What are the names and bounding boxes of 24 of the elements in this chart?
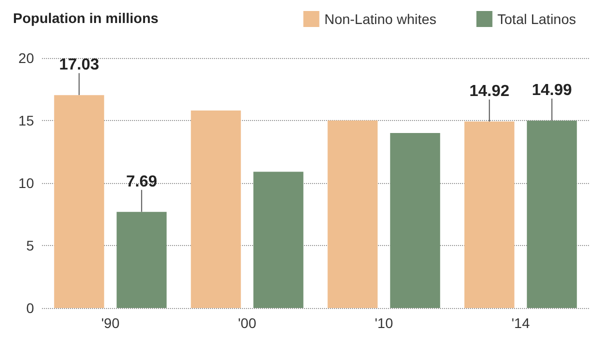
data-label: 14.99 [532,82,572,100]
x-tick-label: '14 [512,315,530,331]
data-label: 14.92 [469,83,510,100]
y-tick-label: 15 [18,112,34,128]
legend-label: Total Latinos [497,11,576,27]
y-tick-label: 5 [26,238,34,254]
bar [54,95,104,308]
y-axis-title: Population in millions [13,10,159,26]
y-tick-label: 20 [18,50,34,66]
x-tick-label: '00 [238,315,256,331]
bar [390,133,440,308]
bar [253,172,304,308]
y-tick-label: 10 [18,175,34,191]
bar [464,122,514,308]
data-label: 7.69 [126,173,158,190]
y-tick-label: 0 [26,300,34,316]
bar [116,212,167,308]
bar [190,110,241,308]
legend-label: Non-Latino whites [324,11,436,27]
x-tick-label: '10 [374,315,394,331]
bar [526,120,577,308]
x-tick-label: '90 [101,315,120,331]
data-label: 17.03 [59,56,100,74]
bar [328,120,378,308]
